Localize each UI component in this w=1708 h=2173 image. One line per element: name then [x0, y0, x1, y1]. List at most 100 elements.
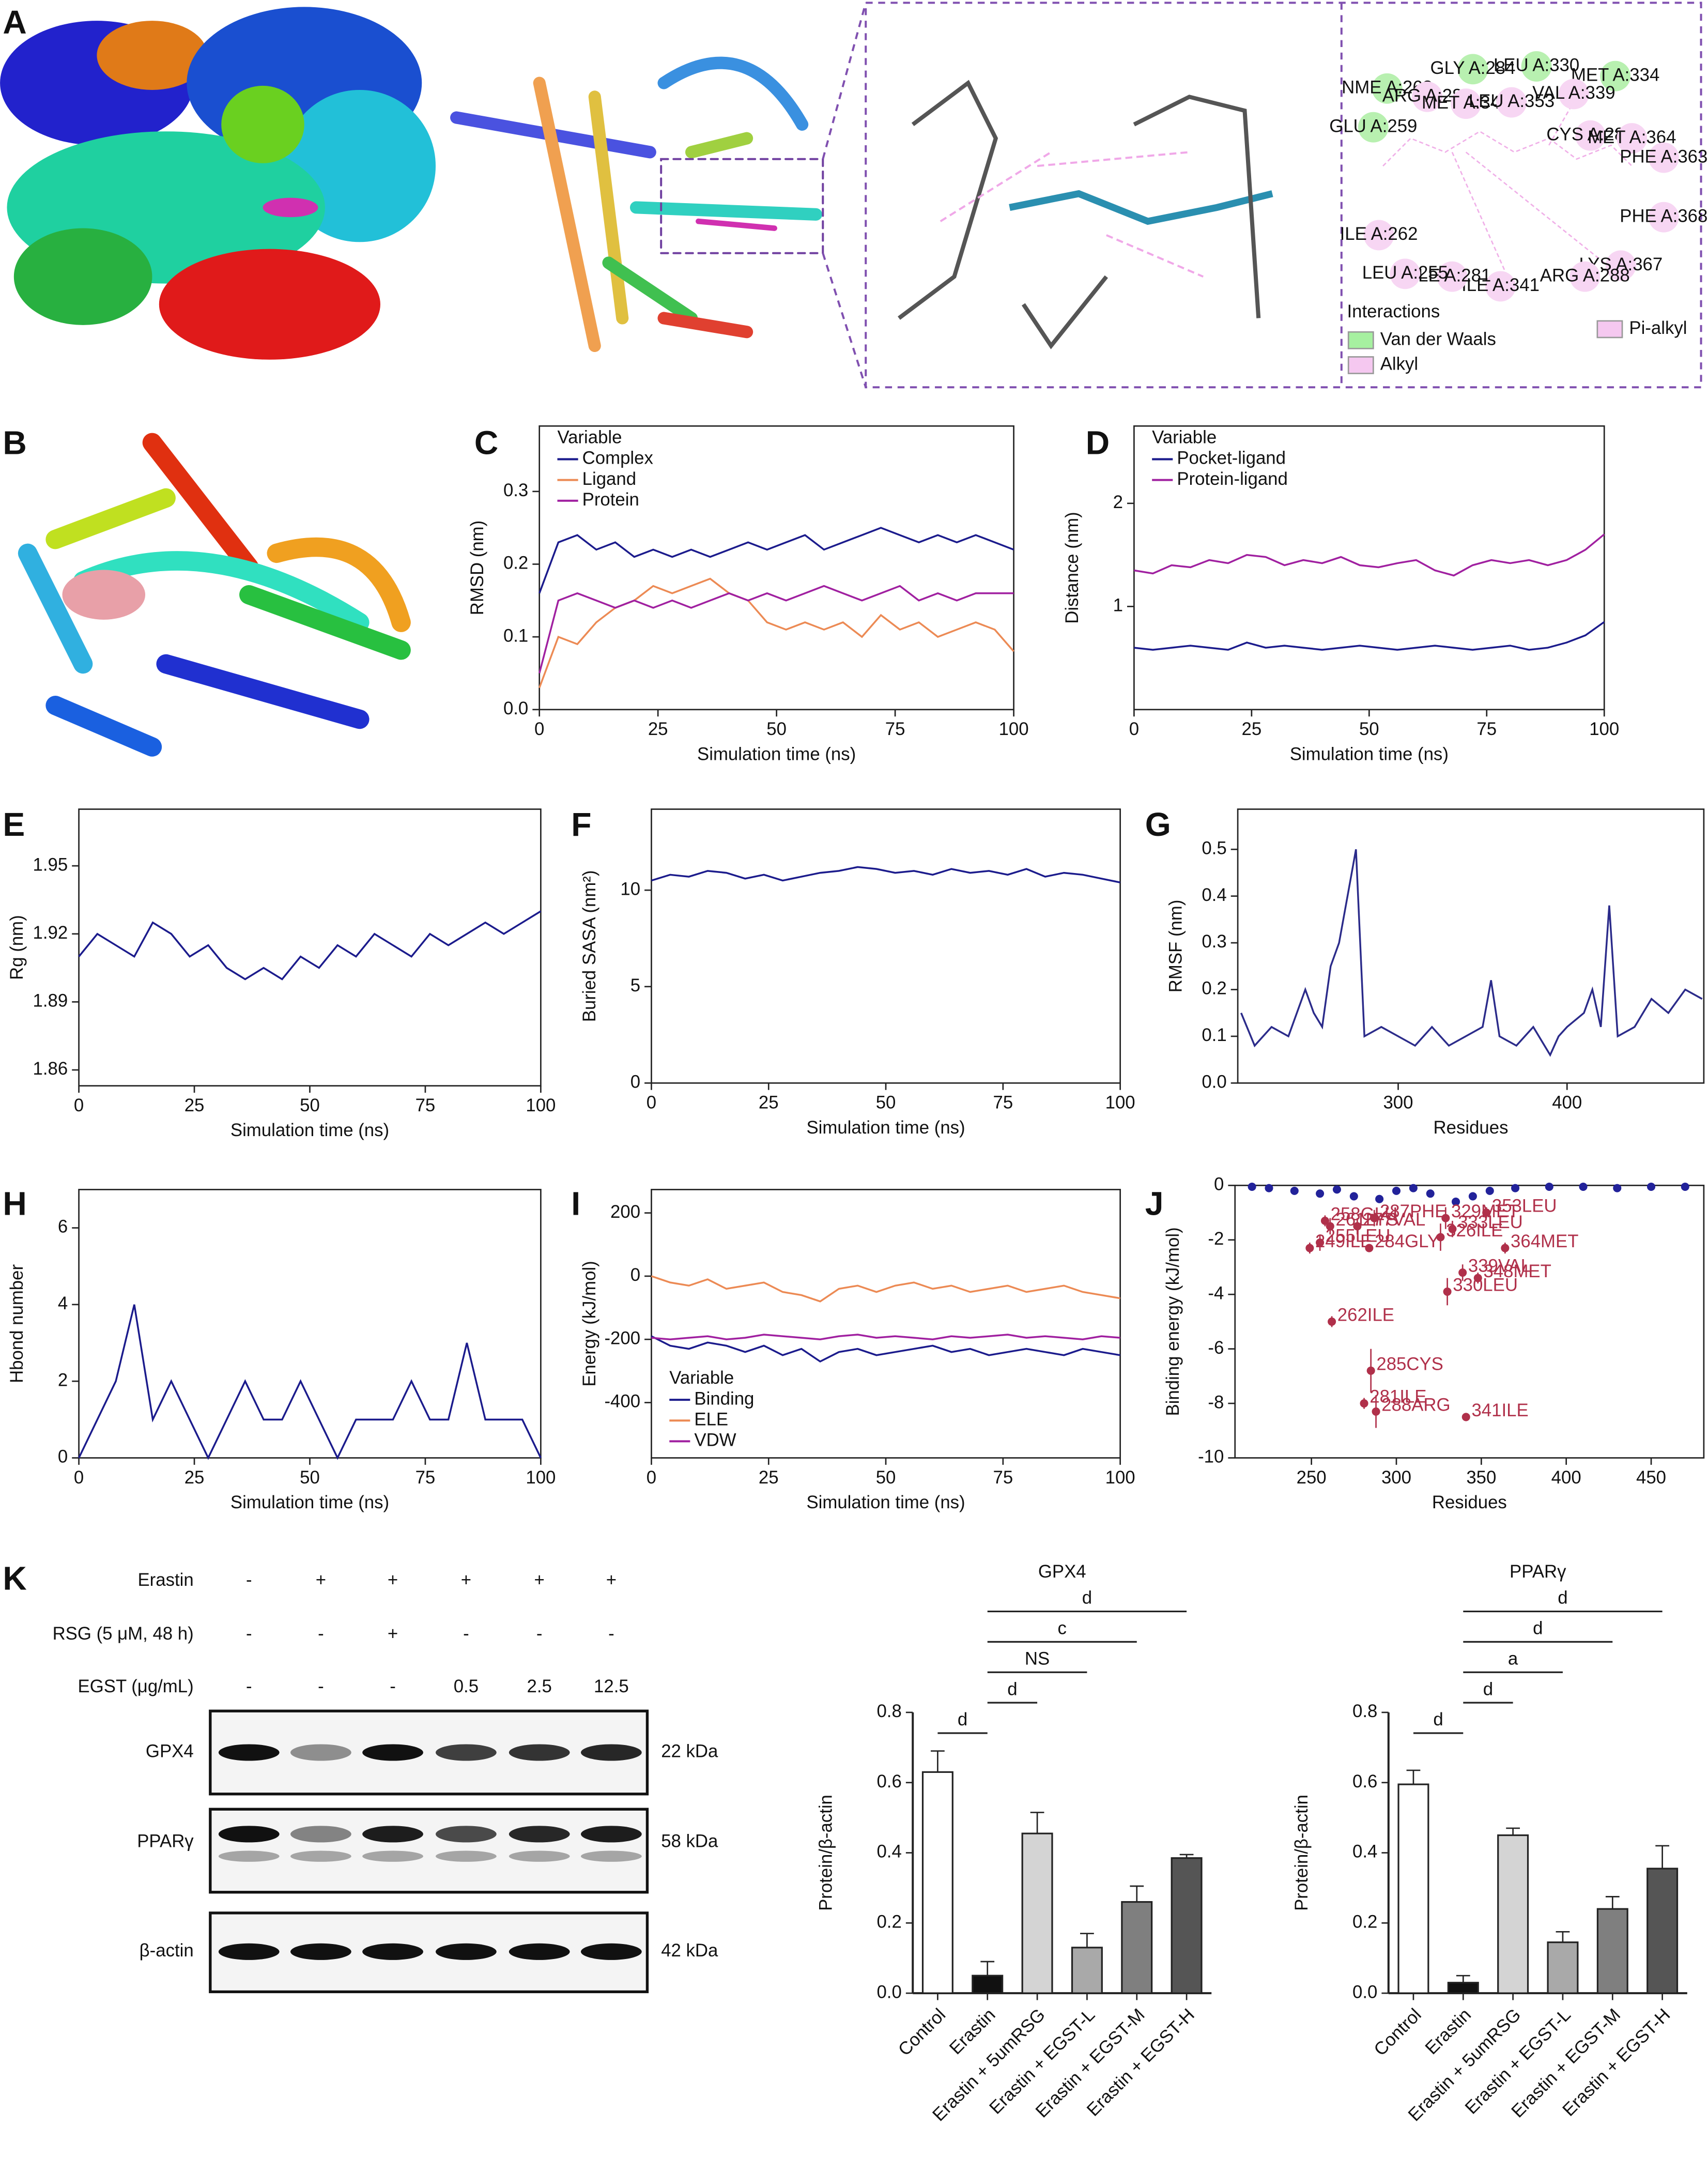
y-axis-label: RMSF (nm): [1166, 900, 1186, 993]
x-tick-label: 50: [766, 720, 787, 739]
y-tick-label: 0.0: [503, 699, 528, 718]
residue-label: ILE A:281: [1413, 266, 1491, 285]
band: [290, 1850, 351, 1862]
residue-label: MET A:334: [1571, 65, 1659, 85]
row-cell: 0.5: [454, 1677, 479, 1696]
point: [1448, 1225, 1457, 1233]
y-tick-label: 0.2: [1352, 1912, 1377, 1932]
point-label: 341ILE: [1471, 1401, 1528, 1420]
x-axis-label: Simulation time (ns): [806, 1118, 965, 1138]
x-tick-label: 75: [416, 1468, 436, 1488]
y-tick-label: 10: [620, 879, 640, 899]
legend-label: Pocket-ligand: [1177, 449, 1286, 468]
series-line: [538, 527, 1014, 594]
legend-title: Variable: [1152, 427, 1217, 447]
x-tick-label: 25: [648, 720, 668, 739]
bar: [1171, 1857, 1203, 1994]
x-tick-label: 25: [184, 1096, 205, 1115]
x-tick-label: 50: [300, 1468, 320, 1488]
residue-node: [1521, 51, 1552, 82]
bar: [972, 1975, 1004, 1994]
band: [218, 1744, 280, 1761]
x-tick-label: 400: [1552, 1093, 1582, 1113]
x-axis-label: Residues: [1434, 1118, 1509, 1138]
y-axis-label: Energy (kJ/mol): [580, 1261, 599, 1386]
legend-label: Protein-ligand: [1177, 469, 1288, 489]
y-axis-label: Rg (nm): [7, 915, 27, 980]
y-tick-label: 0.1: [1202, 1026, 1226, 1045]
y-tick-label: 1.89: [33, 991, 68, 1011]
row-label: EGST (μg/mL): [78, 1677, 194, 1696]
band: [218, 1943, 280, 1960]
residue-node: [1457, 54, 1488, 85]
point-label: 277VAL: [1363, 1210, 1425, 1230]
point: [1451, 1197, 1460, 1206]
band: [580, 1744, 642, 1761]
point: [1613, 1184, 1622, 1192]
x-tick-label: 25: [184, 1468, 205, 1488]
x-tick-label: 75: [993, 1093, 1013, 1113]
row-cell: +: [316, 1570, 326, 1590]
point: [1320, 1216, 1329, 1225]
legend-label: VDW: [694, 1431, 736, 1450]
point: [1353, 1222, 1362, 1231]
y-axis-label: Hbond number: [7, 1264, 27, 1383]
residue-label: LEU A:353: [1469, 91, 1555, 111]
residue-node: [1605, 250, 1636, 281]
band: [218, 1826, 280, 1843]
point: [1372, 1407, 1380, 1416]
residue-node: [1485, 271, 1516, 302]
band: [290, 1943, 351, 1960]
interaction-diagram: [1382, 96, 1633, 277]
residue-label: GLU A:259: [1329, 116, 1417, 136]
point-label: 330LEU: [1453, 1275, 1518, 1295]
series-line: [538, 585, 1014, 674]
series-line: [1240, 849, 1703, 1057]
point: [1365, 1244, 1374, 1252]
point: [1461, 1413, 1470, 1421]
legend-swatch: [1347, 356, 1374, 374]
y-tick-label: 0.3: [503, 481, 528, 500]
point-label: 285CYS: [1376, 1354, 1443, 1374]
blot-frames: [209, 1709, 649, 1994]
band-size: 58 kDa: [661, 1832, 718, 1851]
band: [362, 1850, 423, 1862]
x-tick-label: 25: [759, 1093, 779, 1113]
band: [290, 1826, 351, 1843]
significance-label: d: [958, 1710, 967, 1730]
y-tick-label: 0.8: [876, 1702, 901, 1721]
significance-label: a: [1508, 1649, 1518, 1669]
x-tick-label: 450: [1636, 1468, 1666, 1488]
x-tick-label: 300: [1381, 1468, 1411, 1488]
point: [1647, 1182, 1656, 1191]
point: [1326, 1222, 1334, 1231]
significance-label: d: [1558, 1588, 1567, 1608]
y-tick-label: -200: [604, 1328, 640, 1348]
point: [1305, 1244, 1314, 1252]
residue-node: [1569, 261, 1601, 292]
band: [362, 1744, 423, 1761]
plot-frame: [1237, 808, 1705, 1084]
legend-label: Van der Waals: [1380, 329, 1496, 349]
cartoon-model: [450, 56, 824, 353]
row-cell: 2.5: [527, 1677, 552, 1696]
residue-node: [1648, 142, 1679, 173]
band: [509, 1744, 570, 1761]
x-tick-label: 100: [1105, 1468, 1135, 1488]
x-tick-label: 75: [416, 1096, 436, 1115]
y-tick-label: 0.6: [1352, 1772, 1377, 1792]
series-line: [651, 1334, 1120, 1340]
legend-label: Ligand: [582, 469, 636, 489]
band: [509, 1943, 570, 1960]
point-label: 258GLU: [1331, 1204, 1398, 1224]
legend-label: ELE: [694, 1410, 728, 1429]
residue-node: [1617, 123, 1648, 154]
x-tick-label: 100: [526, 1468, 556, 1488]
significance-label: d: [1483, 1679, 1493, 1699]
significance-label: d: [1533, 1619, 1543, 1639]
band: [362, 1826, 423, 1843]
residue-node: [1363, 220, 1394, 251]
y-tick-label: -10: [1198, 1447, 1224, 1467]
point-label: 348MET: [1483, 1262, 1551, 1281]
y-axis-label: Buried SASA (nm²): [580, 870, 599, 1022]
